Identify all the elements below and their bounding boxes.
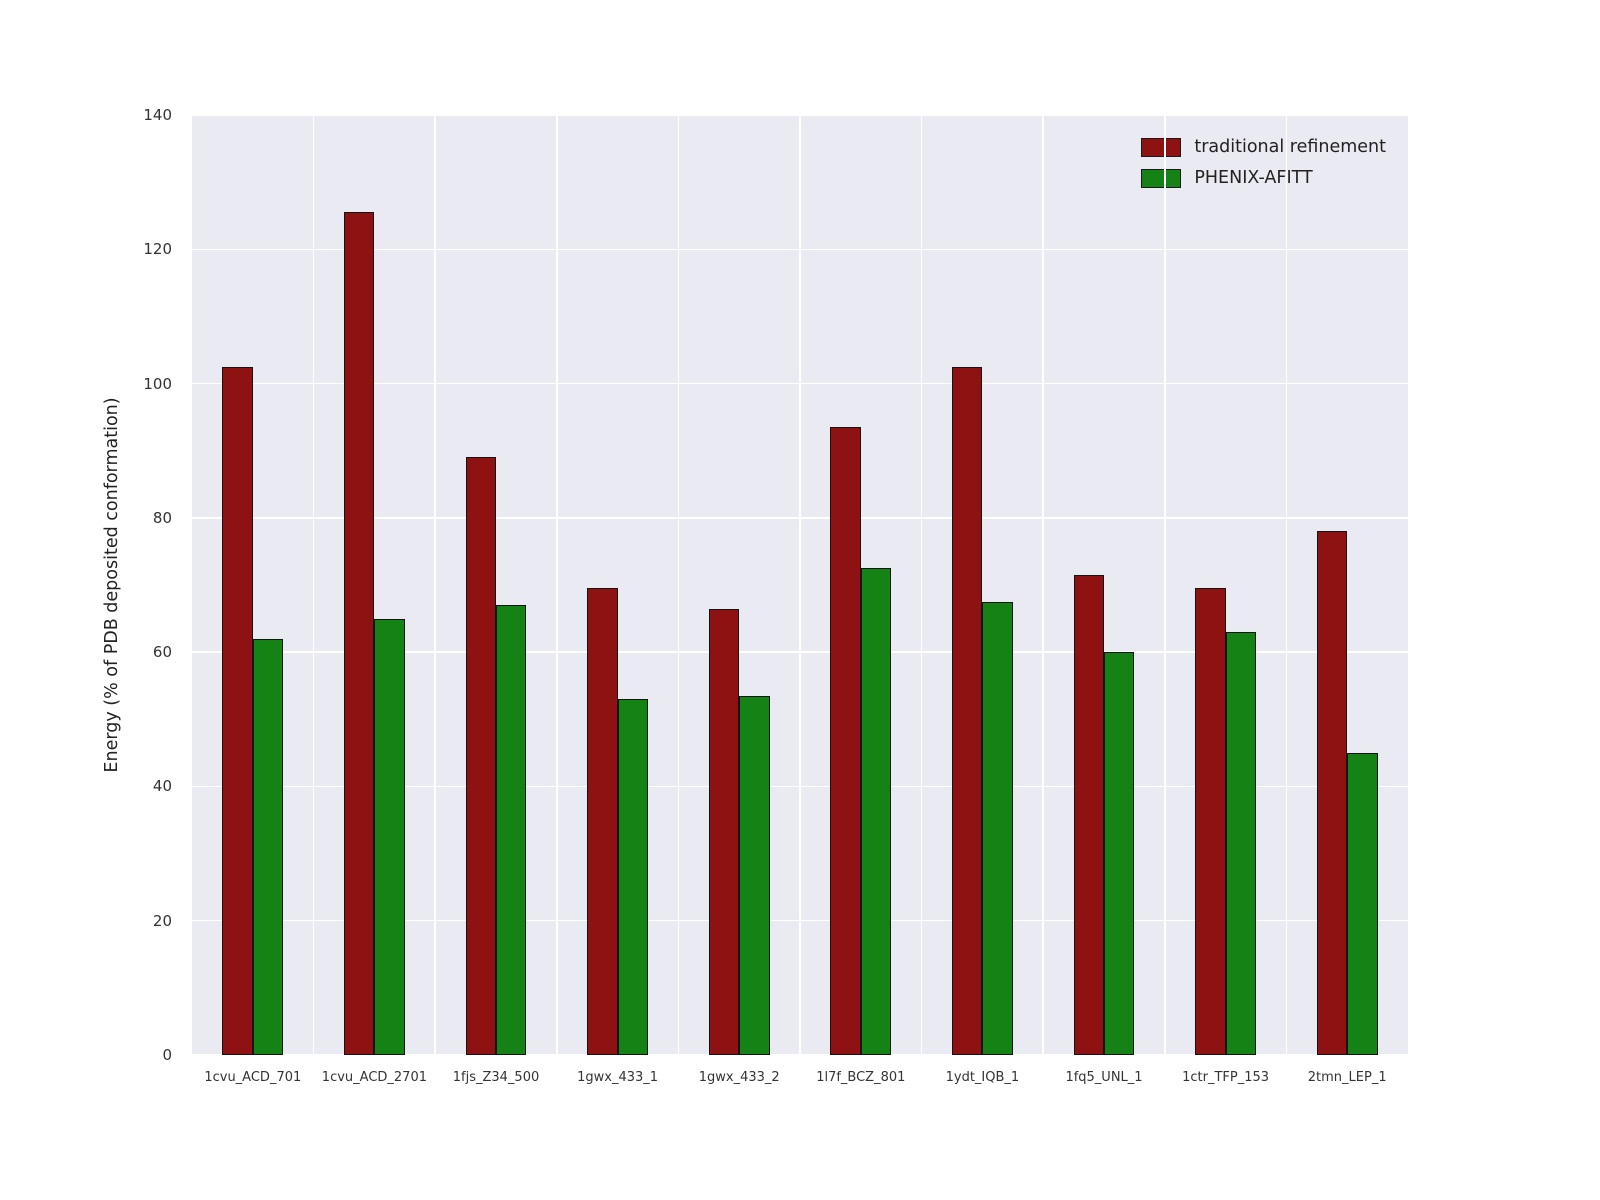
bar-traditional-refinement xyxy=(952,366,983,1055)
x-tick-label: 2tmn_LEP_1 xyxy=(1307,1070,1387,1085)
y-tick-label: 60 xyxy=(152,643,172,662)
y-tick-label: 20 xyxy=(152,911,172,930)
bar-traditional-refinement xyxy=(465,457,496,1055)
gridline-x xyxy=(677,115,680,1055)
x-tick-label: 1gwx_433_2 xyxy=(698,1070,780,1085)
legend: traditional refinement PHENIX-AFITT xyxy=(1133,131,1394,194)
x-tick-label: 1cvu_ACD_701 xyxy=(204,1070,302,1085)
legend-label-phenix: PHENIX-AFITT xyxy=(1194,168,1313,188)
gridline-x xyxy=(920,115,923,1055)
bar-traditional-refinement xyxy=(344,212,375,1055)
y-tick-label: 0 xyxy=(162,1046,172,1064)
legend-item-traditional: traditional refinement xyxy=(1141,137,1386,157)
y-tick-label: 80 xyxy=(152,508,172,527)
x-tick-label: 1fq5_UNL_1 xyxy=(1065,1070,1143,1085)
gridline-x xyxy=(434,115,436,1055)
bar-phenix-afitt xyxy=(252,638,284,1055)
bar-traditional-refinement xyxy=(1195,588,1226,1055)
bar-traditional-refinement xyxy=(830,427,861,1055)
bar-phenix-afitt xyxy=(1104,652,1135,1055)
x-axis-ticks: 1cvu_ACD_701 1cvu_ACD_2701 1fjs_Z34_500 1gw… xyxy=(192,1058,1408,1088)
gridline-x xyxy=(312,115,315,1055)
bar-traditional-refinement xyxy=(1316,531,1348,1055)
bar-traditional-refinement xyxy=(708,608,740,1055)
x-tick-label: 1fjs_Z34_500 xyxy=(452,1070,540,1085)
legend-item-phenix: PHENIX-AFITT xyxy=(1141,168,1386,188)
bar-phenix-afitt xyxy=(617,699,648,1055)
y-tick-label: 100 xyxy=(143,374,172,393)
x-tick-label: 1gwx_433_1 xyxy=(577,1070,659,1085)
bar-phenix-afitt xyxy=(1225,632,1256,1055)
gridline-x xyxy=(556,115,558,1055)
legend-label-traditional: traditional refinement xyxy=(1194,137,1386,157)
legend-swatch-traditional xyxy=(1141,137,1182,157)
legend-swatch-phenix xyxy=(1141,168,1182,188)
y-tick-label: 140 xyxy=(143,106,172,124)
y-tick-label: 40 xyxy=(152,777,172,796)
bar-phenix-afitt xyxy=(982,601,1013,1055)
bar-phenix-afitt xyxy=(860,568,892,1055)
bar-phenix-afitt xyxy=(374,618,405,1055)
bar-traditional-refinement xyxy=(222,366,253,1055)
gridline-x xyxy=(1164,115,1166,1055)
y-tick-label: 120 xyxy=(143,240,172,259)
bar-traditional-refinement xyxy=(587,588,618,1055)
bar-traditional-refinement xyxy=(1073,574,1104,1055)
x-tick-label: 1ydt_IQB_1 xyxy=(945,1070,1020,1085)
x-tick-label: 1cvu_ACD_2701 xyxy=(321,1070,427,1085)
bar-phenix-afitt xyxy=(496,605,527,1055)
x-tick-label: 1ctr_TFP_153 xyxy=(1182,1070,1270,1085)
gridline-x xyxy=(1285,115,1288,1055)
bar-phenix-afitt xyxy=(1347,752,1378,1055)
y-axis-ticks: 0 20 40 60 80 100 120 140 xyxy=(0,106,184,1064)
gridline-x xyxy=(799,115,801,1055)
x-tick-label: 1l7f_BCZ_801 xyxy=(816,1070,906,1085)
bar-phenix-afitt xyxy=(739,695,770,1055)
plot-area: traditional refinement PHENIX-AFITT xyxy=(192,115,1408,1055)
gridline-x xyxy=(1042,115,1044,1055)
